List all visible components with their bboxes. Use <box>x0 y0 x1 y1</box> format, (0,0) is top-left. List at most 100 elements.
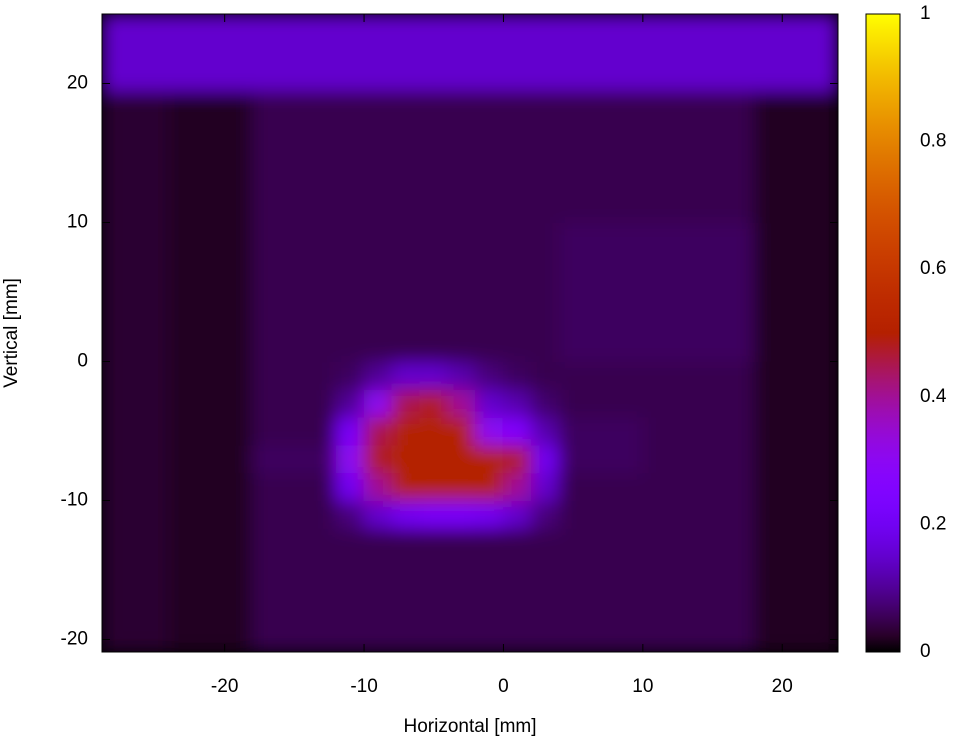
heat-cell <box>391 527 421 652</box>
colorbar-tick-label: 0.6 <box>920 258 946 279</box>
heat-cell <box>102 14 170 91</box>
heat-cell <box>530 221 560 362</box>
heat-cell <box>102 360 170 390</box>
colorbar-tick-label: 0.2 <box>920 513 946 534</box>
x-axis-label: Horizontal [mm] <box>403 716 536 737</box>
heat-cell <box>558 444 644 474</box>
heat-cell <box>447 472 477 501</box>
heat-cell <box>363 14 393 91</box>
heat-cell <box>447 388 477 418</box>
heat-cell <box>252 221 337 362</box>
colorbar-tick-label: 0.4 <box>920 386 947 407</box>
heat-cell <box>102 499 170 529</box>
heat-cell <box>391 416 421 446</box>
y-tick-label: -10 <box>61 490 88 511</box>
heat-cell <box>363 499 393 529</box>
heat-cell <box>753 416 838 446</box>
heat-cell <box>530 444 560 474</box>
heat-cell <box>102 416 170 446</box>
heat-cell <box>168 388 254 418</box>
heat-cell <box>530 527 560 652</box>
y-tick-label: 20 <box>67 73 88 94</box>
heat-cell <box>391 221 421 362</box>
heat-cell <box>447 444 477 474</box>
heat-cell <box>753 444 838 474</box>
heat-cell <box>753 499 838 529</box>
heat-cell <box>419 388 449 418</box>
heat-cell <box>419 416 449 446</box>
heat-cell <box>558 14 644 91</box>
x-tick-label: -20 <box>211 676 238 697</box>
heat-cell <box>753 388 838 418</box>
heat-cell <box>419 221 449 362</box>
x-tick-label: 0 <box>498 676 509 697</box>
heat-cell <box>335 360 365 390</box>
heat-cell <box>363 388 393 418</box>
x-tick-label: 10 <box>632 676 653 697</box>
heat-cell <box>502 14 532 91</box>
heat-cell <box>753 89 838 223</box>
heat-cell <box>475 444 504 474</box>
heat-cell <box>363 444 393 474</box>
heat-cell <box>391 444 421 474</box>
heat-cell <box>475 221 504 362</box>
heat-cell <box>530 499 560 529</box>
heat-cell <box>252 416 337 446</box>
heat-cell <box>252 388 337 418</box>
heat-cell <box>335 444 365 474</box>
colorbar-tick-label: 1 <box>920 3 931 24</box>
heat-cell <box>252 527 337 652</box>
heat-cell <box>502 388 532 418</box>
heat-cell <box>502 444 532 474</box>
heat-cell <box>168 472 254 501</box>
heat-cell <box>642 221 755 362</box>
heat-cell <box>502 472 532 501</box>
heatmap <box>102 14 838 652</box>
heat-cell <box>252 360 337 390</box>
heat-cell <box>168 89 254 223</box>
heat-cell <box>252 499 337 529</box>
heat-cell <box>475 499 504 529</box>
heat-cell <box>558 416 644 446</box>
heat-cell <box>363 527 393 652</box>
heat-cell <box>475 89 504 223</box>
heat-cell <box>447 360 477 390</box>
axes: -20 -10 0 10 20 -20 -10 0 10 20 0 0.2 0.4 0.6 0.8 1 <box>61 3 947 697</box>
x-tick-label: -10 <box>350 676 377 697</box>
heat-cell <box>335 221 365 362</box>
heat-cell <box>252 14 337 91</box>
heat-cell <box>502 527 532 652</box>
plot-border <box>101 13 839 653</box>
heat-cell <box>363 416 393 446</box>
heat-cell <box>391 388 421 418</box>
heat-cell <box>558 499 644 529</box>
heat-cell <box>447 89 477 223</box>
heat-cell <box>391 472 421 501</box>
heat-cell <box>391 14 421 91</box>
heat-cell <box>558 527 644 652</box>
heat-cell <box>168 416 254 446</box>
heat-cell <box>335 472 365 501</box>
heat-cell <box>335 14 365 91</box>
heat-cell <box>335 416 365 446</box>
heat-cell <box>168 14 254 91</box>
x-tick-label: 20 <box>772 676 793 697</box>
heat-cell <box>168 527 254 652</box>
heat-cell <box>558 221 644 362</box>
heat-cell <box>475 527 504 652</box>
heat-cell <box>530 416 560 446</box>
heat-cell <box>335 388 365 418</box>
colorbar-tick-label: 0 <box>920 641 931 662</box>
colorbar <box>865 13 901 653</box>
heat-cell <box>252 472 337 501</box>
heat-cell <box>475 472 504 501</box>
heat-cell <box>363 472 393 501</box>
heat-cell <box>530 388 560 418</box>
heat-cell <box>502 221 532 362</box>
heat-cell <box>363 221 393 362</box>
heat-cell <box>419 499 449 529</box>
heat-cell <box>475 388 504 418</box>
heat-cell <box>642 472 755 501</box>
heat-cell <box>419 14 449 91</box>
heat-cell <box>391 89 421 223</box>
